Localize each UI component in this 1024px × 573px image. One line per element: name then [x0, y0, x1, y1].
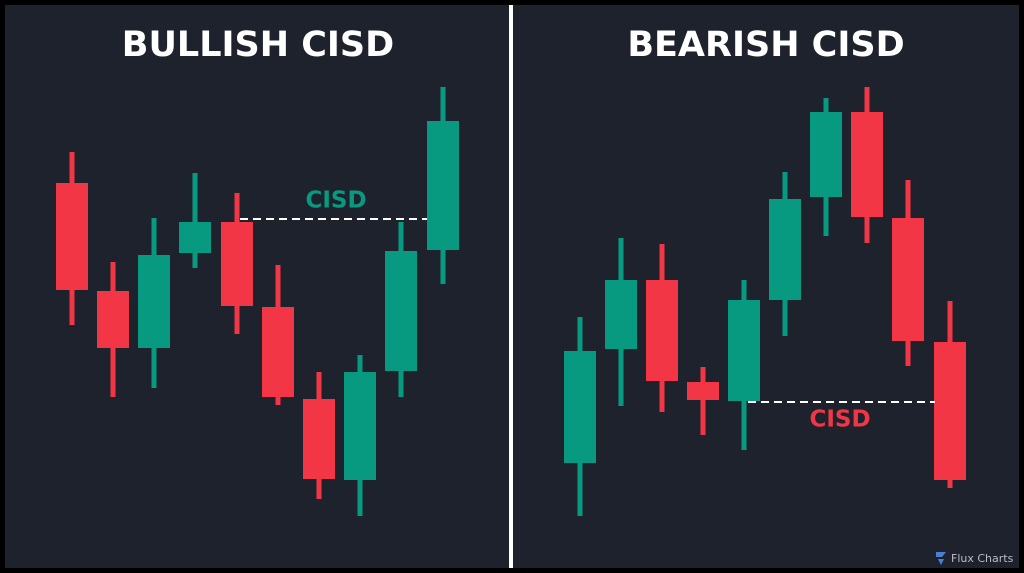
candles	[56, 87, 966, 516]
candle-body	[605, 280, 637, 349]
candle-body	[179, 222, 211, 253]
candle-body	[687, 382, 719, 400]
candle-body	[427, 121, 459, 250]
logo	[936, 552, 946, 565]
candle-body	[934, 342, 966, 480]
cisd-label: CISD	[305, 188, 366, 214]
candle-body	[344, 372, 376, 480]
candle-body	[56, 183, 88, 290]
panel-title: BULLISH CISD	[122, 25, 394, 65]
panel-title: BEARISH CISD	[627, 25, 904, 65]
candle-body	[385, 251, 417, 371]
candle-body	[564, 351, 596, 463]
candle-body	[138, 255, 170, 348]
candle-body	[810, 112, 842, 197]
candle-wick	[700, 367, 706, 435]
candle-body	[303, 399, 335, 479]
candle-body	[892, 218, 924, 341]
candle-body	[851, 112, 883, 217]
candle-body	[646, 280, 678, 381]
candle-body	[728, 300, 760, 401]
cisd-label: CISD	[809, 407, 870, 433]
candle-body	[97, 291, 129, 348]
candle-body	[221, 222, 253, 306]
candle-body	[769, 199, 801, 300]
candle-body	[262, 307, 294, 397]
watermark: Flux Charts	[951, 552, 1014, 565]
candle-wick	[192, 173, 198, 268]
